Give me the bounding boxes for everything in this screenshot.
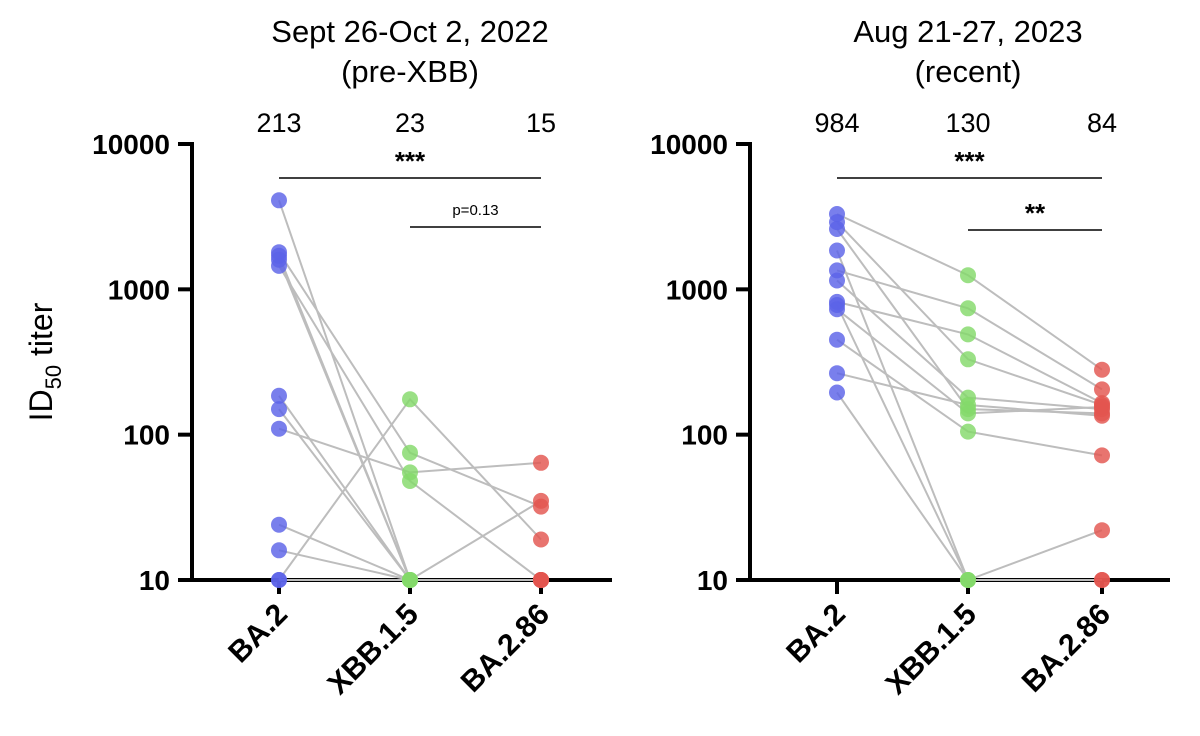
y-tick-label: 10000 (92, 129, 170, 160)
data-point-ba-2-86 (533, 572, 549, 588)
x-tick-label: BA.2 (222, 598, 294, 670)
data-point-xbb-1-5 (960, 351, 976, 368)
significance-label: p=0.13 (452, 202, 498, 219)
data-point-xbb-1-5 (960, 572, 976, 588)
data-point-ba-2 (829, 242, 845, 259)
geometric-mean-label: 130 (945, 108, 990, 138)
panel-title-line1: Aug 21-27, 2023 (853, 14, 1082, 49)
subject-line (278, 199, 542, 582)
significance-label: *** (954, 146, 985, 176)
y-tick-label: 1000 (666, 274, 728, 305)
y-tick-label: 100 (681, 420, 728, 451)
y-tick-label: 10 (697, 565, 728, 596)
panel-2023: Aug 21-27, 2023 (recent) 10 100 1000 10000 B… (650, 14, 1170, 701)
data-point-ba-2-86 (1094, 572, 1110, 588)
x-tick-label: BA.2.86 (1016, 598, 1117, 699)
data-point-ba-2-86 (533, 454, 549, 471)
data-point-ba-2 (829, 331, 845, 348)
subject-line (278, 259, 541, 581)
data-point-ba-2 (271, 387, 287, 404)
data-point-ba-2 (271, 257, 287, 274)
data-point-ba-2 (829, 365, 845, 382)
y-tick-label: 1000 (108, 274, 170, 305)
data-point-ba-2 (829, 301, 845, 318)
data-point-ba-2-86 (1094, 522, 1110, 539)
panel-title-line2: (pre-XBB) (341, 54, 479, 89)
subject-line (836, 228, 1103, 415)
x-tick-label: XBB.1.5 (321, 598, 425, 702)
data-point-xbb-1-5 (402, 572, 418, 588)
data-point-ba-2-86 (1094, 407, 1110, 424)
data-point-ba-2 (829, 221, 845, 237)
y-tick-label: 100 (123, 420, 170, 451)
geometric-mean-label: 213 (256, 108, 301, 138)
data-point-xbb-1-5 (960, 326, 976, 343)
geometric-mean-label: 15 (526, 108, 556, 138)
data-point-xbb-1-5 (960, 397, 976, 413)
data-point-ba-2 (271, 516, 287, 533)
data-point-xbb-1-5 (960, 300, 976, 317)
significance-label: *** (395, 146, 426, 176)
subject-line (278, 255, 541, 581)
data-point-ba-2 (271, 401, 287, 418)
data-point-ba-2 (829, 272, 845, 289)
data-point-xbb-1-5 (960, 423, 976, 440)
y-tick-label: 10000 (650, 129, 728, 160)
panel-title-line2: (recent) (915, 54, 1022, 89)
subject-line (836, 304, 1103, 582)
subject-line (836, 213, 1103, 371)
data-point-ba-2 (271, 542, 287, 559)
x-tick-label: BA.2 (780, 598, 852, 670)
data-point-ba-2 (829, 384, 845, 401)
data-point-ba-2-86 (533, 531, 549, 548)
data-point-ba-2-86 (1094, 447, 1110, 464)
x-tick-label: BA.2.86 (455, 598, 556, 699)
data-point-xbb-1-5 (402, 464, 418, 481)
geometric-mean-label: 84 (1087, 108, 1117, 138)
data-point-xbb-1-5 (960, 267, 976, 284)
panel-title-line1: Sept 26-Oct 2, 2022 (271, 14, 548, 49)
panel-2022: Sept 26-Oct 2, 2022 (pre-XBB) 10 100 1000 1… (92, 14, 612, 701)
subject-line (278, 523, 541, 581)
data-point-ba-2-86 (533, 498, 549, 515)
data-point-xbb-1-5 (402, 444, 418, 461)
geometric-mean-label: 23 (395, 108, 425, 138)
y-axis-label: ID50 titer (23, 302, 66, 421)
geometric-mean-label: 984 (814, 108, 859, 138)
data-point-ba-2 (271, 192, 287, 209)
subject-line (278, 408, 541, 581)
data-point-ba-2 (271, 420, 287, 437)
data-point-ba-2 (271, 572, 287, 588)
x-tick-label: XBB.1.5 (879, 598, 983, 702)
data-point-ba-2-86 (1094, 361, 1110, 378)
y-tick-label: 10 (139, 565, 170, 596)
significance-label: ** (1025, 198, 1046, 228)
data-point-ba-2-86 (1094, 381, 1110, 398)
data-point-xbb-1-5 (402, 391, 418, 408)
